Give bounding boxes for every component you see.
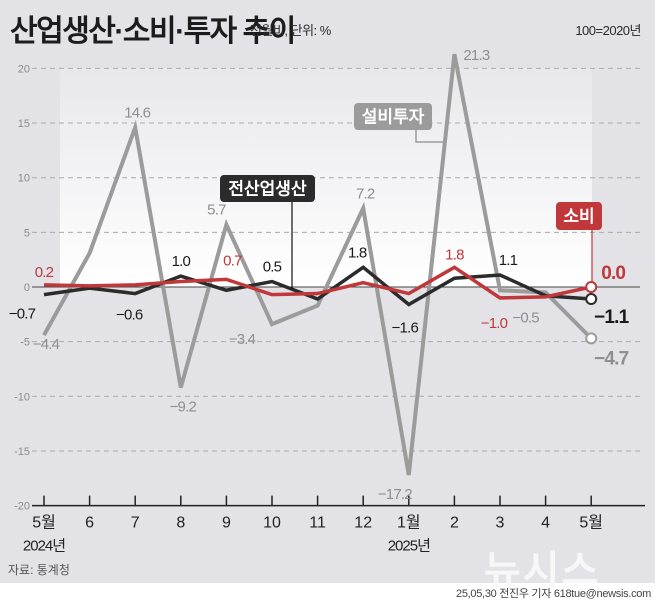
y-tick-label: -15 [14, 446, 30, 458]
x-tick-label: 2 [450, 515, 459, 532]
x-tick-label: 7 [131, 515, 140, 532]
year-label: 2025년 [388, 538, 430, 555]
x-tick-label: 8 [176, 515, 185, 532]
credit-line: 25,05,30 전진우 기자 618tue@newsis.com [456, 588, 651, 600]
endpoint-marker-industrial [585, 293, 598, 306]
endpoint-marker-investment [585, 332, 598, 345]
data-label-industrial: −0.6 [116, 307, 143, 324]
y-tick-label: -20 [14, 501, 30, 513]
data-label-investment: 5.7 [207, 202, 226, 219]
legend-label-investment: 설비투자 [362, 108, 425, 127]
y-tick-label: -5 [20, 337, 30, 349]
data-label-investment: −17.2 [378, 486, 412, 503]
data-label-industrial: 1.1 [499, 252, 518, 269]
x-tick-label: 12 [354, 515, 372, 532]
newsis-logo: 뉴시스 [484, 549, 601, 593]
legend-label-industrial: 전산업생산 [228, 180, 307, 199]
data-label-industrial: 1.0 [172, 253, 191, 270]
legend-box-consumption [556, 202, 602, 230]
y-tick-label: 15 [18, 118, 30, 130]
y-tick-label: 5 [24, 227, 30, 239]
x-tick-label: 3 [496, 515, 505, 532]
x-axis: 5월 6 7 8 9 10 11 12 1월 2 3 4 5월 2024년 2025년 [23, 495, 645, 555]
series-line-investment [42, 53, 593, 476]
data-label-consumption: 0.0 [601, 263, 625, 284]
year-label: 2024년 [23, 538, 65, 555]
series-line-consumption [43, 265, 592, 300]
x-tick-label: 9 [222, 515, 231, 532]
x-tick-label: 5월 [579, 514, 603, 532]
x-tick-label: 11 [309, 515, 326, 532]
data-label-industrial: −1.6 [392, 319, 419, 336]
x-tick-label: 10 [263, 515, 281, 532]
data-label-investment: 7.2 [356, 185, 375, 202]
legend-box-investment [354, 103, 432, 130]
data-label-investment: −9.2 [170, 399, 197, 416]
chart-title: 산업생산·소비·투자 추이 [10, 15, 296, 48]
data-label-industrial: −0.7 [9, 306, 36, 323]
x-tick-label: 1월 [397, 514, 421, 532]
source-note: 자료: 통계청 [8, 563, 70, 577]
x-tick-label: 4 [541, 515, 550, 532]
data-label-industrial: 1.8 [348, 244, 367, 261]
data-label-consumption: −1.0 [481, 315, 508, 332]
y-tick-label: 10 [18, 173, 30, 185]
legend-box-industrial [220, 175, 315, 202]
y-tick-label: 20 [18, 63, 30, 75]
y-tick-label: -10 [14, 391, 30, 403]
y-axis: 20 15 10 5 0 -5 -10 -15 -20 [14, 63, 30, 512]
data-label-investment: 21.3 [463, 47, 489, 64]
data-labels: −4.4 14.6 −9.2 5.7 −3.4 7.2 −17.2 21.3 −0.5 −4.7 −… [9, 47, 631, 503]
data-label-investment: 14.6 [124, 104, 150, 121]
x-tick-label: 6 [85, 515, 94, 532]
data-label-industrial: −1.1 [594, 307, 630, 328]
data-label-investment: −3.4 [229, 331, 256, 348]
leader-line [415, 130, 443, 143]
series-line-industrial [43, 265, 592, 307]
chart-subtitle: 전월비, 단위: % [250, 23, 331, 38]
base-year-note: 100=2020년 [575, 23, 641, 38]
x-tick-label: 5월 [32, 514, 56, 532]
data-label-investment: −0.5 [512, 309, 539, 326]
data-label-investment: −4.4 [33, 336, 60, 353]
data-label-industrial: 0.5 [263, 259, 282, 276]
data-label-investment: −4.7 [594, 348, 629, 369]
data-series [42, 53, 598, 476]
legend-label-consumption: 소비 [563, 207, 594, 226]
endpoint-marker-consumption [585, 281, 598, 293]
data-label-consumption: 0.2 [35, 264, 54, 281]
data-label-consumption: 0.7 [223, 252, 242, 269]
data-label-consumption: 1.8 [445, 246, 464, 263]
y-tick-label: 0 [24, 282, 30, 294]
